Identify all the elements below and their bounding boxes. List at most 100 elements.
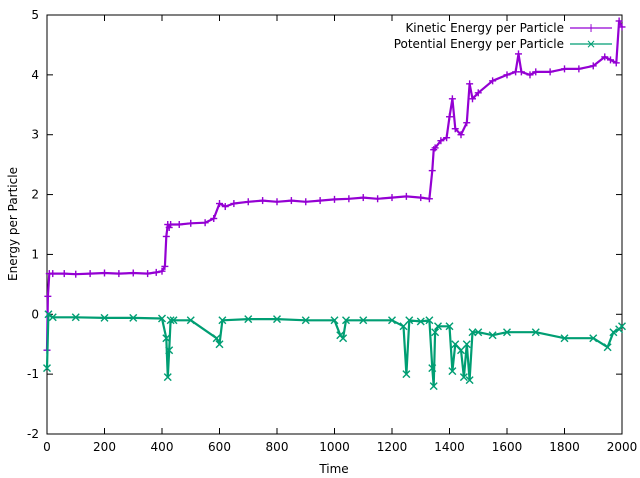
data-point (48, 313, 57, 322)
data-point (451, 125, 459, 133)
y-tick-label: 4 (31, 68, 39, 82)
data-point (345, 195, 353, 203)
data-point (210, 215, 218, 223)
data-point (425, 316, 434, 325)
data-point (589, 334, 598, 343)
data-point (175, 221, 183, 228)
data-point (589, 62, 597, 70)
data-point (609, 328, 618, 337)
data-point (560, 334, 569, 343)
data-point (259, 197, 267, 205)
x-tick-label: 1800 (549, 440, 580, 454)
data-point (359, 316, 368, 325)
data-point (339, 334, 348, 343)
data-point (466, 80, 474, 88)
series-kinetic (43, 17, 626, 354)
data-point (212, 334, 221, 343)
data-point (601, 53, 609, 61)
data-point (187, 219, 195, 227)
data-point (428, 364, 437, 373)
data-point (489, 77, 497, 85)
data-point (162, 334, 171, 343)
data-point (100, 313, 109, 322)
data-point (431, 328, 440, 337)
data-point (429, 382, 438, 391)
data-point (60, 270, 68, 278)
data-point (287, 197, 295, 205)
data-point (273, 315, 281, 324)
y-tick-label: -2 (27, 427, 39, 441)
y-tick-label: 0 (31, 307, 39, 321)
y-tick-label: 3 (31, 128, 39, 142)
data-point (273, 198, 281, 206)
data-point (342, 316, 350, 325)
data-point (316, 197, 324, 205)
y-tick-label: 5 (31, 8, 39, 22)
data-point (431, 144, 439, 152)
data-point (161, 262, 169, 270)
y-axis-label: Energy per Particle (6, 167, 20, 281)
data-point (244, 315, 253, 324)
data-point (72, 270, 80, 278)
data-point (517, 68, 525, 76)
data-point (446, 113, 453, 121)
data-point (434, 322, 442, 331)
data-point (388, 194, 396, 202)
legend-label-potential: Potential Energy per Particle (394, 37, 564, 51)
data-point (546, 68, 554, 76)
data-point (388, 316, 396, 325)
data-point (462, 340, 471, 349)
x-tick-label: 2000 (607, 440, 638, 454)
data-point (71, 313, 80, 322)
series-potential (43, 310, 626, 391)
x-axis-label: Time (318, 462, 348, 476)
legend-marker-kinetic: + (586, 21, 596, 35)
data-point (463, 119, 471, 127)
data-point (515, 50, 522, 58)
data-point (488, 331, 497, 340)
data-point (532, 68, 540, 76)
plot-frame (46, 14, 623, 435)
data-point (129, 269, 137, 277)
x-tick-label: 600 (208, 440, 231, 454)
legend-label-kinetic: Kinetic Energy per Particle (405, 21, 564, 35)
data-point (575, 65, 583, 73)
data-point (503, 328, 511, 337)
data-point (469, 95, 476, 103)
data-point (612, 59, 620, 67)
data-point (215, 340, 224, 349)
data-point (158, 314, 166, 323)
data-point (437, 137, 445, 145)
x-tick-label: 0 (43, 440, 51, 454)
data-point (221, 203, 229, 211)
data-point (244, 198, 252, 206)
data-point (152, 268, 160, 276)
series-line (45, 313, 623, 388)
data-point (359, 194, 367, 202)
data-point (457, 131, 465, 139)
data-point (218, 316, 227, 325)
data-point (162, 232, 170, 240)
data-point (402, 370, 411, 379)
data-point (428, 167, 436, 175)
data-point (443, 134, 451, 142)
data-point (457, 346, 465, 355)
data-point (618, 23, 626, 31)
data-point (169, 316, 178, 325)
data-point (474, 328, 483, 337)
data-point (416, 317, 425, 326)
data-point (129, 313, 138, 322)
data-point (330, 316, 339, 325)
data-point (607, 56, 614, 64)
data-point (603, 343, 612, 352)
data-point (451, 340, 460, 349)
data-point (445, 322, 454, 331)
data-point (167, 221, 175, 228)
x-tick-label: 1200 (377, 440, 408, 454)
x-tick-label: 400 (151, 440, 174, 454)
data-point (448, 367, 457, 376)
data-point (44, 292, 52, 300)
data-point (503, 71, 511, 79)
data-point (459, 373, 468, 382)
data-point (158, 267, 166, 275)
